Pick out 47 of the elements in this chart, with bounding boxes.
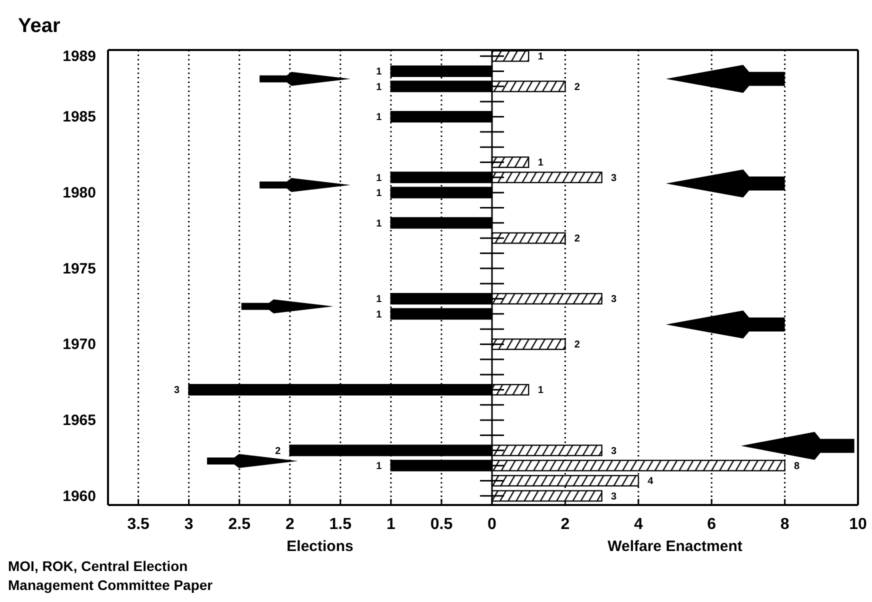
x-tick-label: 0 [488, 516, 497, 533]
data-label: 1 [376, 218, 382, 230]
data-label: 3 [611, 294, 618, 306]
data-label: 1 [376, 112, 382, 124]
x-axis-title: Welfare Enactment [608, 538, 742, 555]
y-tick-label: 1965 [62, 412, 96, 430]
y-tick-label: 1960 [62, 488, 96, 505]
x-tick-label: 10 [849, 516, 867, 533]
y-axis-title: Year [18, 15, 60, 37]
data-label: 1 [538, 158, 544, 169]
data-label: 3 [611, 172, 618, 184]
y-tick-label: 1975 [62, 260, 96, 278]
data-label: 2 [574, 340, 580, 351]
x-tick-label: 1 [386, 516, 396, 533]
x-tick-label: 4 [634, 516, 643, 533]
x-tick-label: 1.5 [329, 516, 352, 533]
data-label: 3 [611, 446, 618, 457]
data-label: 1 [376, 294, 382, 306]
data-label: 4 [648, 476, 654, 488]
text: MOI, ROK, Central Election Management Committee Paper [8, 558, 214, 593]
x-tick-label: 2 [285, 516, 294, 533]
x-tick-label: 2.5 [228, 516, 251, 533]
x-tick-label: 8 [780, 516, 790, 533]
data-label: 1 [376, 461, 382, 472]
data-label: 2 [574, 234, 580, 245]
data-label: 1 [538, 385, 544, 396]
x-tick-label: 3.5 [127, 516, 150, 533]
y-tick-label: 1989 [62, 48, 96, 66]
data-label: 2 [275, 446, 282, 457]
data-label: 8 [794, 461, 800, 472]
x-tick-label: 0.5 [430, 516, 453, 533]
data-label: 1 [376, 172, 382, 184]
y-tick-label: 1985 [62, 108, 96, 126]
data-label: 2 [574, 82, 580, 93]
data-label: 1 [376, 82, 382, 93]
y-tick-label: 1980 [62, 184, 96, 202]
data-label: 3 [611, 491, 618, 502]
x-tick-label: 6 [707, 516, 716, 533]
data-label: 1 [538, 52, 544, 63]
y-tick-label: 1970 [62, 336, 96, 354]
x-axis-title: Elections [286, 538, 354, 555]
x-tick-label: 3 [184, 516, 194, 533]
data-label: 3 [174, 385, 180, 396]
x-tick-label: 2 [560, 516, 570, 533]
data-label: 1 [376, 309, 382, 320]
data-label: 1 [376, 188, 382, 200]
data-label: 1 [376, 66, 382, 78]
